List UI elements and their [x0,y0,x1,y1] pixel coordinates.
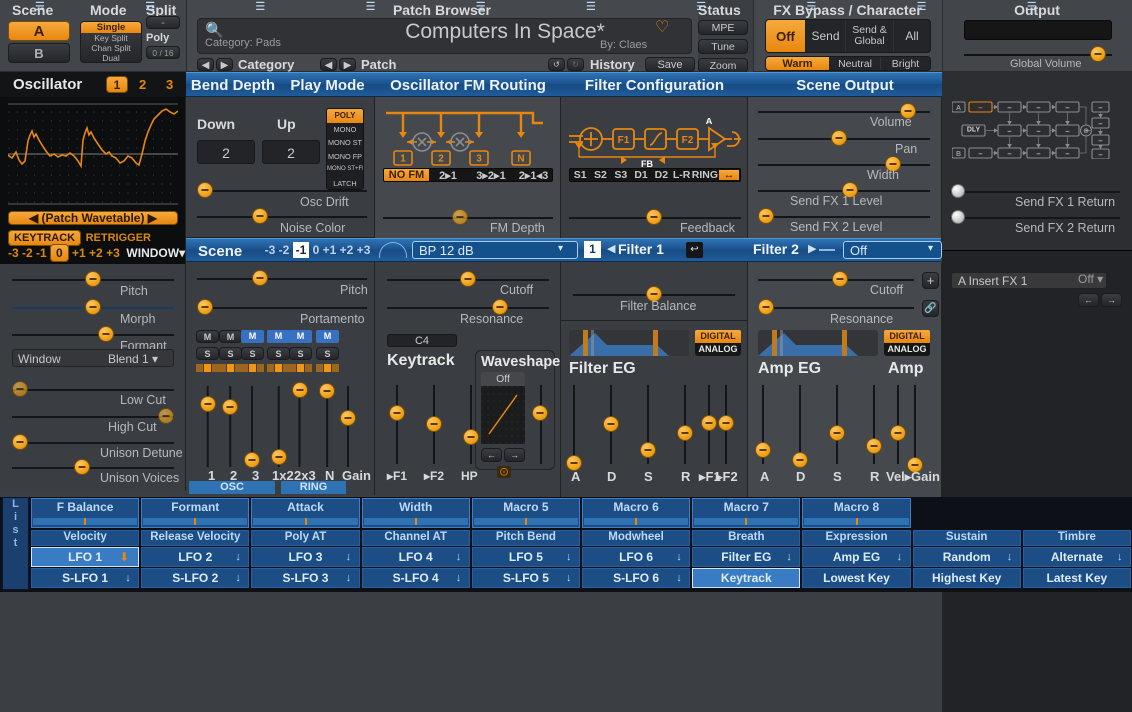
svg-text:–: – [1065,103,1069,112]
svg-text:A: A [706,118,713,126]
svg-text:–: – [1098,150,1102,159]
svg-text:1: 1 [400,154,406,165]
svg-text:–: – [1036,127,1040,136]
svg-text:A: A [956,105,961,112]
svg-text:–: – [1007,103,1011,112]
svg-text:N: N [517,154,524,165]
svg-text:F2: F2 [682,135,694,146]
svg-text:DLY: DLY [967,127,981,134]
svg-text:⊕: ⊕ [1083,128,1089,135]
svg-text:–: – [1065,149,1069,158]
svg-text:–: – [978,103,982,112]
svg-text:–: – [1007,149,1011,158]
svg-text:–: – [1098,119,1102,128]
svg-text:–: – [1098,103,1102,112]
svg-text:–: – [1036,149,1040,158]
svg-text:–: – [1065,127,1069,136]
svg-text:–: – [978,149,982,158]
svg-text:3: 3 [476,154,482,165]
svg-text:–: – [1036,103,1040,112]
svg-text:2: 2 [438,154,444,165]
svg-text:F1: F1 [618,135,630,146]
svg-text:FB: FB [641,159,653,168]
svg-text:B: B [956,151,961,158]
svg-text:–: – [1098,136,1102,145]
svg-text:–: – [1007,127,1011,136]
